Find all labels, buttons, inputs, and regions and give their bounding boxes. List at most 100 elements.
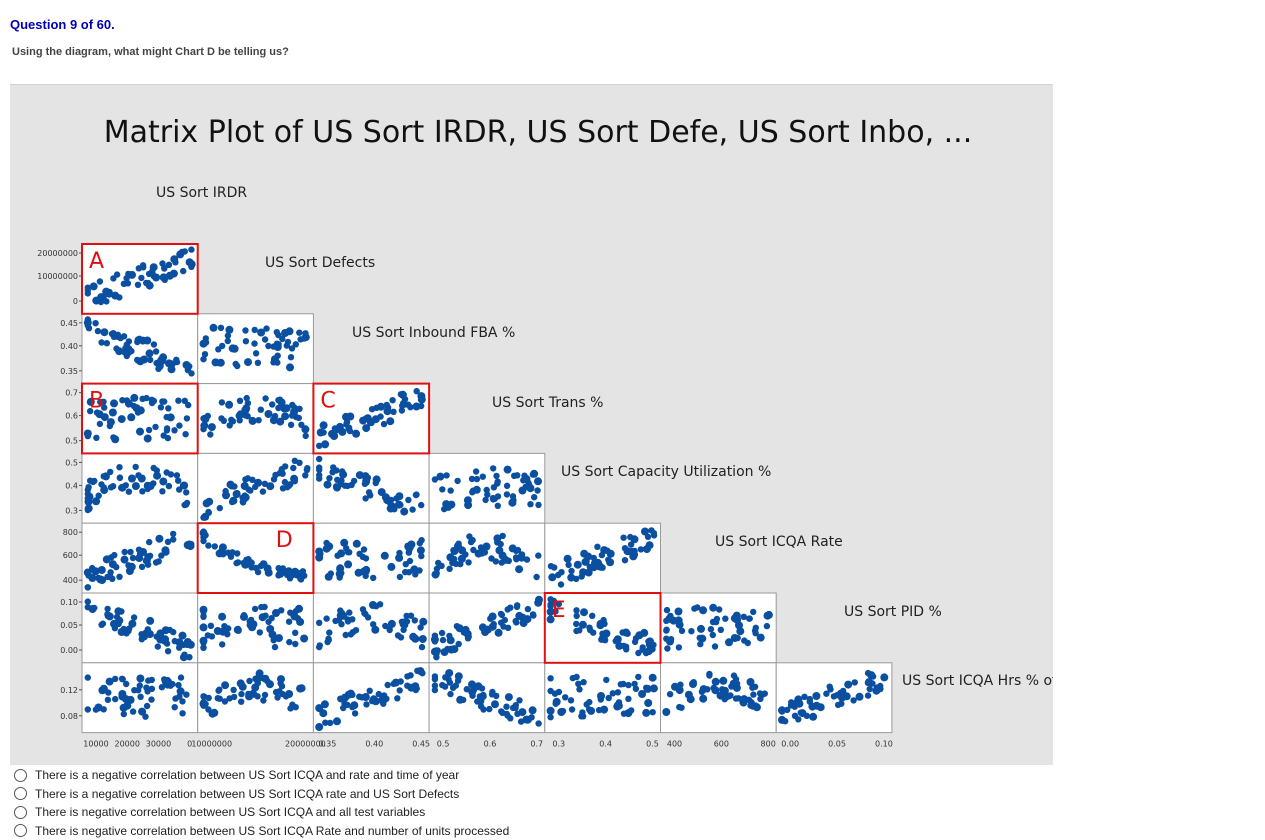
scatter-point bbox=[664, 645, 670, 651]
scatter-point bbox=[118, 485, 124, 491]
scatter-point bbox=[372, 415, 380, 423]
scatter-point bbox=[405, 497, 411, 503]
scatter-point bbox=[176, 486, 182, 492]
scatter-point bbox=[397, 574, 403, 580]
answer-option[interactable]: There is a negative correlation between … bbox=[14, 785, 714, 804]
scatter-point bbox=[286, 619, 292, 625]
scatter-point bbox=[479, 685, 485, 691]
scatter-point bbox=[388, 620, 396, 628]
scatter-point bbox=[499, 710, 505, 716]
scatter-point bbox=[728, 683, 734, 689]
scatter-point bbox=[395, 554, 403, 562]
scatter-point bbox=[85, 290, 91, 296]
scatter-point bbox=[398, 678, 404, 684]
radio-button[interactable] bbox=[14, 806, 27, 819]
scatter-point bbox=[344, 483, 350, 489]
scatter-point bbox=[219, 641, 225, 647]
scatter-point bbox=[290, 475, 298, 483]
radio-button[interactable] bbox=[14, 769, 27, 782]
scatter-point bbox=[98, 576, 106, 584]
scatter-point bbox=[233, 490, 241, 498]
scatter-point bbox=[451, 547, 459, 555]
scatter-point bbox=[575, 681, 581, 687]
scatter-point bbox=[272, 472, 278, 478]
scatter-point bbox=[722, 616, 728, 622]
x-tick-label: 20000 bbox=[115, 740, 140, 749]
answer-option[interactable]: There is a negative correlation between … bbox=[14, 766, 714, 785]
y-tick-label: 20000000 bbox=[37, 249, 78, 258]
scatter-point bbox=[266, 625, 274, 633]
scatter-point bbox=[348, 631, 354, 637]
scatter-point bbox=[144, 703, 150, 709]
matrix-plot-figure: Matrix Plot of US Sort IRDR, US Sort Def… bbox=[10, 84, 1053, 765]
scatter-point bbox=[210, 324, 218, 332]
scatter-point bbox=[856, 693, 864, 701]
scatter-point bbox=[382, 493, 390, 501]
scatter-point bbox=[139, 564, 145, 570]
scatter-point bbox=[280, 405, 286, 411]
scatter-point bbox=[200, 538, 206, 544]
scatter-point bbox=[378, 696, 386, 704]
scatter-point bbox=[827, 686, 833, 692]
scatter-point bbox=[651, 530, 657, 536]
scatter-point bbox=[88, 574, 96, 582]
scatter-point bbox=[104, 340, 110, 346]
scatter-point bbox=[239, 683, 247, 691]
scatter-point bbox=[126, 489, 132, 495]
scatter-point bbox=[167, 413, 175, 421]
scatter-point bbox=[480, 474, 486, 480]
scatter-point bbox=[178, 674, 184, 680]
scatter-point bbox=[447, 501, 455, 509]
scatter-point bbox=[186, 363, 192, 369]
scatter-point bbox=[110, 434, 116, 440]
scatter-point bbox=[262, 692, 268, 698]
scatter-point bbox=[417, 546, 425, 554]
scatter-point bbox=[336, 423, 344, 431]
scatter-point bbox=[404, 683, 410, 689]
scatter-point bbox=[185, 402, 191, 408]
scatter-point bbox=[439, 682, 445, 688]
scatter-point bbox=[432, 633, 438, 639]
scatter-cell bbox=[82, 314, 198, 384]
scatter-point bbox=[439, 486, 445, 492]
scatter-point bbox=[567, 574, 575, 582]
scatter-point bbox=[402, 622, 408, 628]
x-tick-label: 0.7 bbox=[530, 740, 543, 749]
scatter-point bbox=[114, 607, 122, 615]
scatter-point bbox=[491, 484, 497, 490]
scatter-point bbox=[418, 403, 424, 409]
scatter-point bbox=[519, 614, 527, 622]
scatter-point bbox=[208, 423, 216, 431]
scatter-point bbox=[464, 496, 472, 504]
scatter-point bbox=[105, 613, 111, 619]
radio-button[interactable] bbox=[14, 787, 27, 800]
scatter-point bbox=[610, 690, 616, 696]
scatter-point bbox=[142, 714, 148, 720]
answer-option[interactable]: There is negative correlation between US… bbox=[14, 803, 714, 822]
scatter-point bbox=[299, 570, 305, 576]
scatter-point bbox=[409, 506, 415, 512]
scatter-point bbox=[731, 672, 737, 678]
scatter-point bbox=[712, 678, 720, 686]
scatter-point bbox=[243, 338, 249, 344]
scatter-point bbox=[558, 581, 564, 587]
answer-option[interactable]: There is negative correlation between US… bbox=[14, 822, 714, 840]
scatter-point bbox=[226, 695, 232, 701]
scatter-point bbox=[279, 471, 285, 477]
scatter-point bbox=[92, 320, 98, 326]
scatter-point bbox=[286, 363, 294, 371]
scatter-point bbox=[170, 270, 178, 278]
scatter-point bbox=[646, 637, 654, 645]
radio-button[interactable] bbox=[14, 824, 27, 837]
scatter-point bbox=[144, 688, 150, 694]
scatter-point bbox=[500, 623, 506, 629]
scatter-point bbox=[524, 716, 532, 724]
scatter-point bbox=[245, 691, 251, 697]
scatter-point bbox=[262, 481, 268, 487]
scatter-point bbox=[330, 464, 336, 470]
scatter-point bbox=[573, 621, 579, 627]
scatter-point bbox=[317, 429, 325, 437]
scatter-point bbox=[667, 691, 673, 697]
scatter-point bbox=[362, 495, 368, 501]
scatter-point bbox=[759, 691, 765, 697]
